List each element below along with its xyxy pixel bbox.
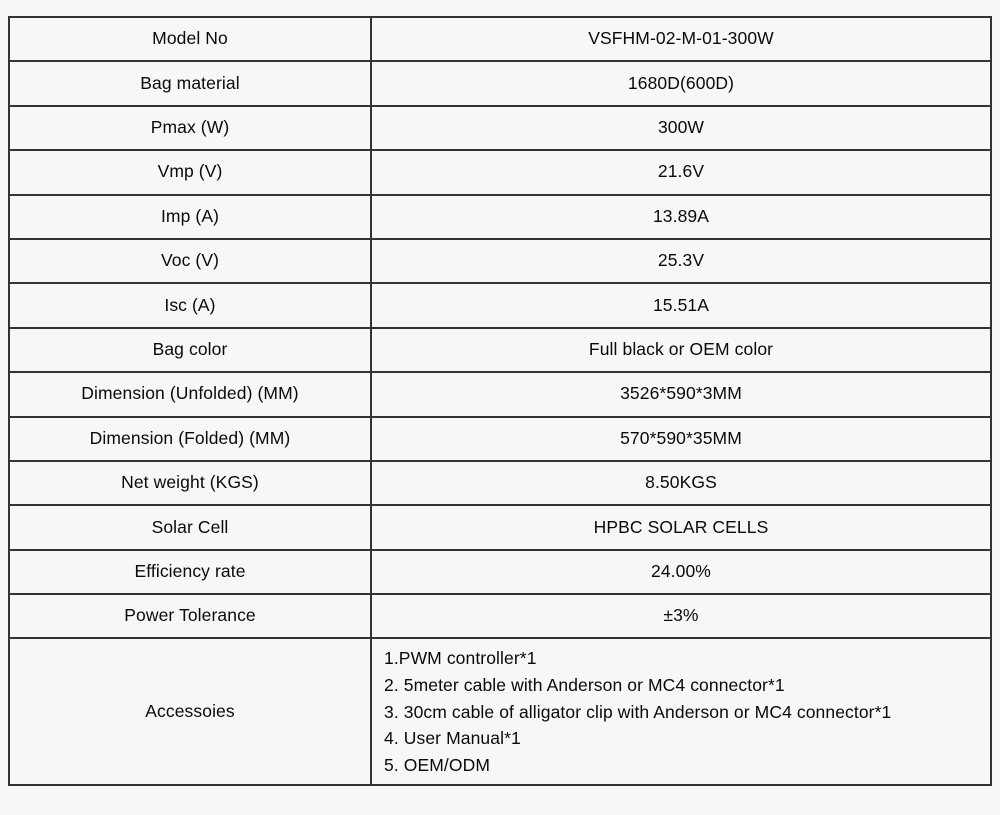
spec-value-net-weight: 8.50KGS bbox=[370, 459, 992, 507]
spec-label-bag-material: Bag material bbox=[8, 60, 372, 107]
spec-label-solar-cell: Solar Cell bbox=[8, 504, 372, 551]
list-item: 5. OEM/ODM bbox=[384, 754, 491, 775]
table-row: Dimension (Folded) (MM) 570*590*35MM bbox=[8, 415, 992, 462]
spec-value-power-tolerance: ±3% bbox=[370, 593, 992, 640]
table-row: Vmp (V) 21.6V bbox=[8, 149, 992, 196]
spec-value-pmax: 300W bbox=[370, 104, 992, 152]
table-row: Isc (A) 15.51A bbox=[8, 282, 992, 329]
spec-label-imp: Imp (A) bbox=[8, 193, 372, 240]
list-item: 2. 5meter cable with Anderson or MC4 con… bbox=[384, 675, 785, 696]
spec-label-accessories: Accessoies bbox=[8, 637, 372, 787]
spec-label-dimension-unfolded: Dimension (Unfolded) (MM) bbox=[8, 371, 372, 418]
table-row: Bag material 1680D(600D) bbox=[8, 60, 992, 107]
specification-table: Model No VSFHM-02-M-01-300W Bag material… bbox=[8, 15, 992, 787]
table-row: Pmax (W) 300W bbox=[8, 104, 992, 152]
spec-label-voc: Voc (V) bbox=[8, 237, 372, 285]
table-row: Dimension (Unfolded) (MM) 3526*590*3MM bbox=[8, 371, 992, 418]
spec-value-dimension-unfolded: 3526*590*3MM bbox=[370, 371, 992, 418]
list-item: 4. User Manual*1 bbox=[384, 728, 521, 749]
spec-value-model-no: VSFHM-02-M-01-300W bbox=[370, 15, 992, 63]
spec-label-vmp: Vmp (V) bbox=[8, 149, 372, 196]
spec-value-efficiency-rate: 24.00% bbox=[370, 548, 992, 596]
table-row: Voc (V) 25.3V bbox=[8, 237, 992, 285]
accessories-list: 1.PWM controller*1 2. 5meter cable with … bbox=[384, 645, 984, 778]
list-item: 1.PWM controller*1 bbox=[384, 648, 537, 669]
spec-label-power-tolerance: Power Tolerance bbox=[8, 593, 372, 640]
spec-value-bag-color: Full black or OEM color bbox=[370, 326, 992, 374]
spec-label-bag-color: Bag color bbox=[8, 326, 372, 374]
spec-label-model-no: Model No bbox=[8, 15, 372, 63]
table-row: Efficiency rate 24.00% bbox=[8, 548, 992, 596]
spec-value-voc: 25.3V bbox=[370, 237, 992, 285]
table-row: Net weight (KGS) 8.50KGS bbox=[8, 459, 992, 507]
list-item: 3. 30cm cable of alligator clip with And… bbox=[384, 701, 892, 722]
spec-value-bag-material: 1680D(600D) bbox=[370, 60, 992, 107]
spec-table-body: Model No VSFHM-02-M-01-300W Bag material… bbox=[8, 15, 992, 787]
spec-value-dimension-folded: 570*590*35MM bbox=[370, 415, 992, 462]
spec-label-pmax: Pmax (W) bbox=[8, 104, 372, 152]
spec-label-dimension-folded: Dimension (Folded) (MM) bbox=[8, 415, 372, 462]
spec-value-imp: 13.89A bbox=[370, 193, 992, 240]
table-row: Bag color Full black or OEM color bbox=[8, 326, 992, 374]
spec-value-vmp: 21.6V bbox=[370, 149, 992, 196]
spec-label-isc: Isc (A) bbox=[8, 282, 372, 329]
spec-value-isc: 15.51A bbox=[370, 282, 992, 329]
spec-label-net-weight: Net weight (KGS) bbox=[8, 459, 372, 507]
table-row: Solar Cell HPBC SOLAR CELLS bbox=[8, 504, 992, 551]
spec-value-solar-cell: HPBC SOLAR CELLS bbox=[370, 504, 992, 551]
table-row-accessories: Accessoies 1.PWM controller*1 2. 5meter … bbox=[8, 637, 992, 787]
table-row: Power Tolerance ±3% bbox=[8, 593, 992, 640]
spec-label-efficiency-rate: Efficiency rate bbox=[8, 548, 372, 596]
table-row: Imp (A) 13.89A bbox=[8, 193, 992, 240]
table-row: Model No VSFHM-02-M-01-300W bbox=[8, 15, 992, 63]
spec-value-accessories: 1.PWM controller*1 2. 5meter cable with … bbox=[370, 637, 992, 787]
